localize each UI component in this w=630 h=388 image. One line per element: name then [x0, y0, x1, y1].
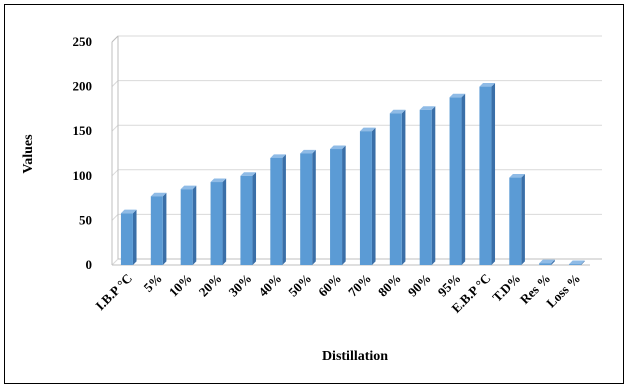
bar-top — [419, 106, 436, 110]
bar-top — [210, 178, 227, 183]
bar — [509, 173, 525, 265]
bar-top — [270, 154, 286, 158]
bar — [330, 145, 346, 265]
gridline-depth — [111, 80, 119, 87]
bar-front — [240, 175, 253, 265]
bar-side — [581, 260, 585, 265]
bar-top — [240, 172, 257, 176]
bar-side — [342, 145, 346, 265]
bar — [120, 209, 137, 265]
bar-front — [539, 263, 552, 265]
x-tick-label: 70% — [345, 271, 374, 300]
bar-top — [120, 209, 137, 214]
bar-front — [330, 149, 343, 265]
bar-side — [132, 209, 137, 265]
bar — [300, 149, 316, 265]
y-tick-label: 50 — [79, 212, 92, 227]
x-tick-label: 5% — [141, 271, 165, 295]
bar — [419, 106, 436, 266]
x-tick-label: 80% — [375, 271, 404, 300]
bar-front — [359, 131, 372, 265]
x-tick-label: 20% — [196, 271, 225, 300]
gridline-depth — [111, 169, 119, 177]
x-tick-label: T.D% — [489, 271, 523, 305]
bar-top — [330, 145, 346, 150]
bar-front — [210, 182, 223, 265]
bar-side — [312, 149, 316, 265]
bar-side — [521, 173, 525, 265]
bar-top — [509, 173, 525, 178]
bar-side — [162, 192, 167, 265]
bar-top — [569, 260, 585, 265]
bar-front — [300, 153, 313, 265]
bar-top — [389, 109, 406, 114]
bar-front — [180, 189, 193, 265]
bar-side — [371, 127, 376, 265]
x-tick-labels: I.B.P °C 5% 10% 20% 30% 40% 50% 60% 70% 80% 90% 95%… — [92, 271, 583, 316]
bar-top — [150, 192, 167, 197]
gridline-depth — [111, 258, 119, 266]
bar-top — [300, 149, 316, 154]
bar-front — [569, 264, 582, 265]
bars — [120, 83, 585, 266]
bar-side — [461, 93, 466, 265]
y-axis-depth-line — [111, 35, 119, 43]
bar-side — [282, 154, 286, 265]
bar-top — [359, 127, 376, 132]
bar — [359, 127, 376, 265]
bar-top — [180, 185, 197, 190]
bar-side — [431, 106, 436, 265]
bar-front — [419, 109, 432, 266]
bar-side — [401, 109, 406, 265]
bar-side — [252, 172, 257, 265]
bar-front — [120, 213, 133, 265]
bar-side — [551, 259, 555, 265]
bar — [539, 259, 555, 265]
gridline-depth — [111, 124, 119, 132]
bar-side — [491, 83, 496, 265]
bar-top — [539, 259, 555, 264]
x-tick-label: 60% — [315, 271, 344, 300]
bar — [210, 178, 227, 265]
bar-side — [192, 185, 197, 265]
y-tick-label: 0 — [86, 257, 93, 272]
x-tick-label: 90% — [405, 271, 434, 300]
x-tick-label: I.B.P °C — [92, 271, 135, 314]
x-tick-label: 50% — [285, 271, 314, 300]
bar-top — [449, 93, 466, 98]
x-tick-label: 40% — [255, 271, 284, 300]
y-tick-label: 150 — [73, 123, 93, 138]
bar — [150, 192, 167, 265]
y-tick-labels: 0 50 100 150 200 250 — [73, 34, 93, 272]
y-tick-label: 250 — [73, 34, 93, 49]
y-axis-title: Values — [21, 134, 36, 174]
bar — [240, 172, 257, 265]
x-tick-label: Loss % — [543, 271, 583, 311]
bar-front — [449, 97, 462, 265]
x-tick-label: 30% — [226, 271, 255, 300]
bar-front — [389, 113, 402, 265]
bar — [479, 83, 496, 265]
bar — [389, 109, 406, 265]
bar-front — [270, 157, 283, 265]
bar-front — [509, 177, 522, 265]
bar-side — [222, 178, 227, 265]
x-tick-label: 10% — [166, 271, 195, 300]
bar-top — [479, 83, 496, 87]
bar — [449, 93, 466, 265]
y-tick-label: 200 — [73, 79, 93, 94]
bar — [180, 185, 197, 265]
bar-front — [479, 86, 492, 265]
x-axis-title: Distillation — [322, 349, 388, 364]
gridline-depth — [111, 214, 119, 221]
bar — [569, 260, 585, 265]
bar-front — [150, 196, 163, 265]
bar — [270, 154, 286, 265]
y-tick-label: 100 — [73, 168, 93, 183]
